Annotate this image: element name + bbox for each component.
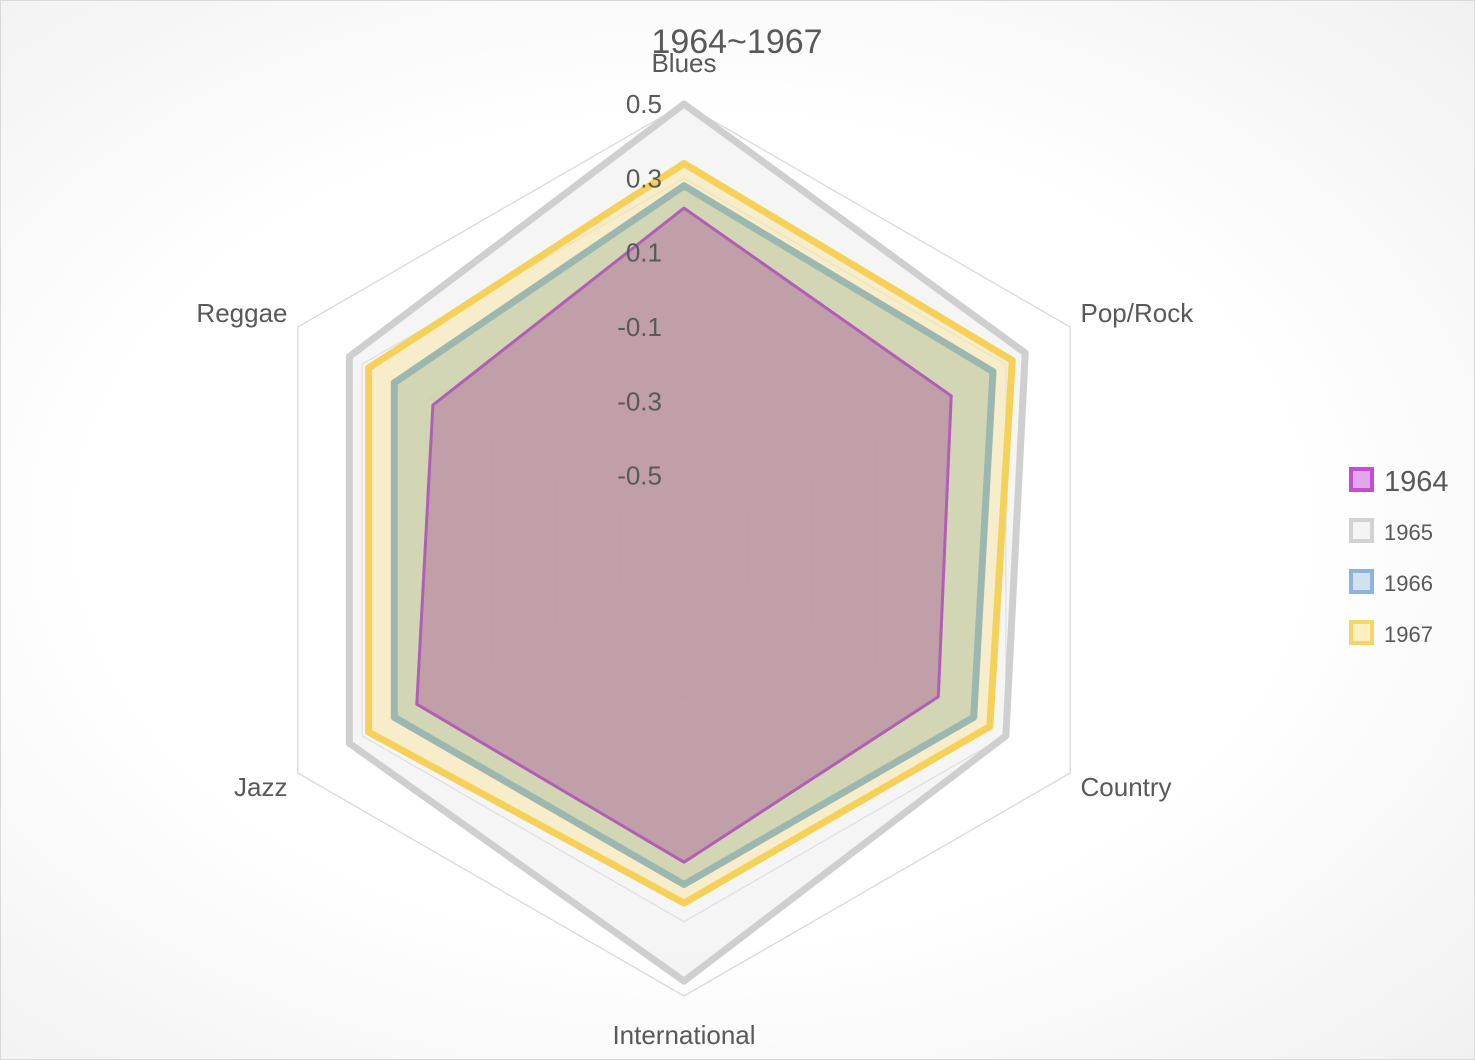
- tick-label: -0.3: [617, 386, 662, 416]
- legend-swatch: [1349, 620, 1374, 645]
- category-label: Blues: [651, 48, 716, 78]
- tick-label: -0.5: [617, 461, 662, 491]
- grid-ring: [297, 103, 1071, 997]
- tick-label: -0.1: [617, 312, 662, 342]
- legend-item[interactable]: 1967: [1349, 620, 1433, 647]
- tick-label: 0.3: [626, 163, 662, 193]
- category-label: Jazz: [234, 772, 287, 802]
- legend-label: 1966: [1384, 571, 1433, 596]
- legend-label: 1964: [1384, 466, 1449, 498]
- series-area-1964: [415, 206, 953, 864]
- category-label: Country: [1081, 772, 1172, 802]
- chart-title: 1964~1967: [651, 23, 822, 61]
- legend-swatch: [1349, 467, 1374, 492]
- category-label: Reggae: [196, 298, 287, 328]
- category-labels: Blues Pop/Rock Country International Jazz Reg…: [196, 48, 1194, 1050]
- category-label: Pop/Rock: [1081, 298, 1195, 328]
- legend: 1964 1965 1966 1967: [1349, 466, 1449, 647]
- legend-label: 1965: [1384, 520, 1433, 545]
- series-areas: [345, 100, 1029, 985]
- tick-label: 0.1: [626, 238, 662, 268]
- legend-item[interactable]: 1966: [1349, 569, 1433, 596]
- legend-item[interactable]: 1965: [1349, 518, 1433, 545]
- legend-swatch: [1349, 518, 1374, 543]
- legend-label: 1967: [1384, 622, 1433, 647]
- category-label: International: [612, 1020, 755, 1050]
- tick-label: 0.5: [626, 89, 662, 119]
- axis-tick-labels: -0.5 -0.3 -0.1 0.1 0.3 0.5: [617, 89, 662, 491]
- legend-swatch: [1349, 569, 1374, 594]
- legend-item[interactable]: 1964: [1349, 466, 1449, 498]
